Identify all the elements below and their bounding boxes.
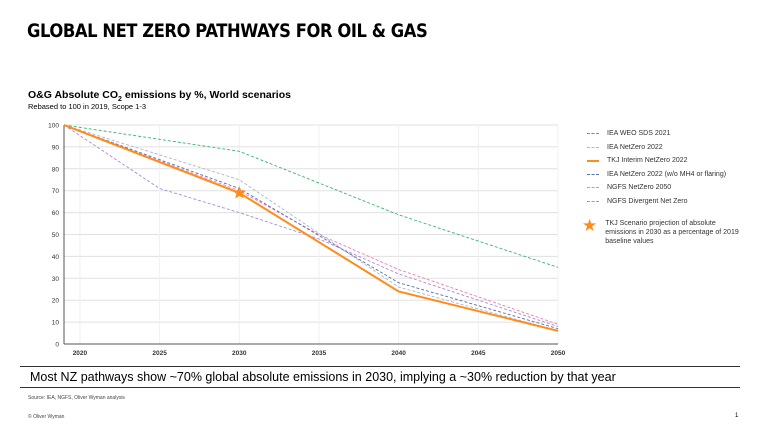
legend-label: NGFS NetZero 2050 [607, 184, 672, 192]
x-tick-label: 2045 [471, 350, 486, 357]
x-tick-label: 2050 [551, 350, 566, 357]
y-tick-label: 100 [48, 123, 59, 130]
headline: Most NZ pathways show ~70% global absolu… [30, 370, 616, 384]
legend-swatch [587, 146, 599, 148]
legend-label: TKJ Interim NetZero 2022 [607, 157, 688, 165]
legend-label: IEA WEO SDS 2021 [607, 130, 671, 138]
page-number: 1 [735, 413, 739, 419]
star-annotation: ★ TKJ Scenario projection of absolute em… [582, 216, 745, 246]
series-line-tkj-interim-netzero-2022 [63, 124, 559, 332]
legend-item: NGFS NetZero 2050 [587, 181, 726, 195]
y-tick-label: 40 [52, 254, 60, 261]
series-line-iea-netzero-2022 [63, 124, 559, 332]
y-tick-label: 30 [52, 276, 60, 283]
series-line-iea-weo-sds-2021 [63, 124, 559, 268]
y-tick-label: 10 [52, 320, 60, 327]
x-tick-label: 2035 [312, 350, 327, 357]
star-icon: ★ [582, 216, 598, 235]
y-tick-label: 20 [52, 298, 60, 305]
chart-subtitle: Rebased to 100 in 2019, Scope 1-3 [28, 102, 147, 111]
y-tick-label: 50 [52, 232, 60, 239]
x-tick-label: 2040 [391, 350, 406, 357]
legend-label: IEA NetZero 2022 (w/o MH4 or flaring) [607, 170, 727, 178]
star-marker [232, 185, 246, 199]
series-line-iea-netzero-2022-w-o-mh4-or-flaring [63, 124, 559, 330]
legend-label: NGFS Divergent Net Zero [607, 197, 688, 205]
legend-swatch [587, 133, 599, 135]
page-title: GLOBAL NET ZERO PATHWAYS FOR OIL & GAS [27, 20, 428, 42]
legend-swatch [587, 159, 599, 162]
legend-item: TKJ Interim NetZero 2022 [587, 154, 726, 168]
legend-item: IEA NetZero 2022 (w/o MH4 or flaring) [587, 168, 726, 182]
chart-title-subscript: 2 [118, 96, 122, 104]
legend-swatch [587, 200, 599, 202]
x-tick-label: 2030 [232, 350, 247, 357]
legend: IEA WEO SDS 2021 IEA NetZero 2022 TKJ Inte… [587, 127, 726, 208]
y-tick-label: 60 [52, 210, 60, 217]
copyright: © Oliver Wyman [28, 414, 65, 420]
y-tick-label: 70 [52, 188, 60, 195]
y-tick-label: 90 [52, 144, 60, 151]
legend-swatch [587, 173, 599, 175]
y-tick-label: 0 [55, 342, 59, 349]
divider-top [20, 366, 740, 367]
legend-item: NGFS Divergent Net Zero [587, 195, 726, 209]
divider-bottom [20, 387, 740, 388]
star-annotation-text: TKJ Scenario projection of absolute emis… [605, 220, 739, 245]
y-tick-label: 80 [52, 166, 60, 173]
x-tick-label: 2025 [152, 350, 167, 357]
chart-title-suffix: emissions by %, World scenarios [121, 89, 291, 101]
x-tick-label: 2020 [73, 350, 88, 357]
chart-title: O&G Absolute CO2 emissions by %, World s… [28, 89, 291, 103]
chart-title-text: O&G Absolute CO [28, 89, 119, 101]
legend-swatch [587, 187, 599, 189]
legend-label: IEA NetZero 2022 [607, 143, 663, 151]
legend-item: IEA NetZero 2022 [587, 141, 726, 155]
series-line-ngfs-netzero-2050 [63, 124, 559, 325]
source-note: Source: IEA, NGFS, Oliver Wyman analysis [28, 395, 125, 401]
legend-item: IEA WEO SDS 2021 [587, 127, 726, 141]
series-line-ngfs-divergent-net-zero [63, 124, 559, 327]
